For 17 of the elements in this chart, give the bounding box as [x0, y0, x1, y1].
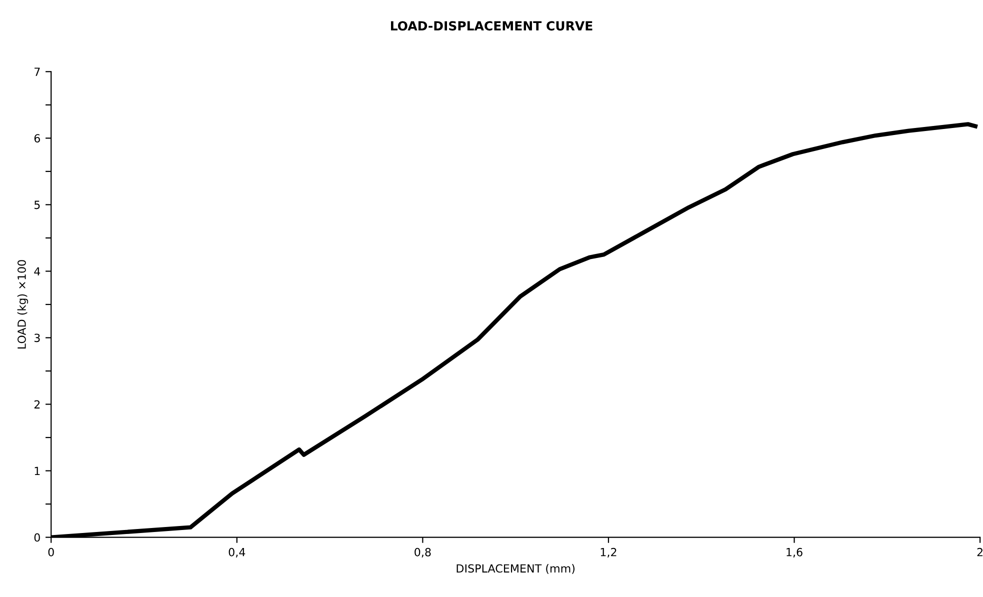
x-tick-label: 1,2	[600, 548, 616, 558]
y-tick-label: 5	[34, 200, 40, 210]
y-axis-title: LOAD (kg) ×100	[17, 260, 28, 348]
y-tick-label: 1	[34, 466, 40, 475]
y-tick-label: 6	[34, 134, 40, 143]
x-axis-title: DISPLACEMENT (mm)	[456, 564, 575, 574]
x-tick-label: 2	[977, 548, 982, 556]
y-tick-label: 0	[34, 533, 40, 542]
y-tick-label: 4	[34, 267, 40, 276]
x-tick-label: 0	[48, 548, 54, 556]
x-tick-label: 0,8	[414, 548, 431, 558]
y-tick-label: 3	[34, 334, 40, 342]
y-tick-label: 2	[34, 400, 40, 408]
x-tick-label: 1,6	[786, 548, 802, 558]
x-tick-label: 0,4	[228, 548, 246, 558]
y-tick-label: 7	[34, 68, 40, 76]
chart-title: LOAD-DISPLACEMENT CURVE	[390, 21, 592, 31]
